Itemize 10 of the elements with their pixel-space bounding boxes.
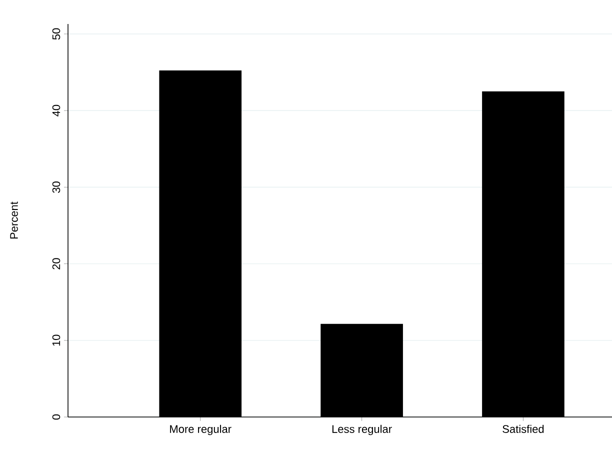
y-tick-label: 40 [52,104,60,116]
x-tick-label: Less regular [332,424,392,436]
y-axis-title: Percent [10,202,18,239]
y-tick-label: 0 [52,414,60,420]
y-tick-label: 10 [52,334,60,346]
x-tick-label: Satisfied [502,424,544,433]
y-tick-label: 20 [52,258,60,270]
y-tick-label: 50 [52,28,60,40]
y-tick-label: 30 [52,182,60,193]
x-tick-label: More regular [170,424,232,436]
